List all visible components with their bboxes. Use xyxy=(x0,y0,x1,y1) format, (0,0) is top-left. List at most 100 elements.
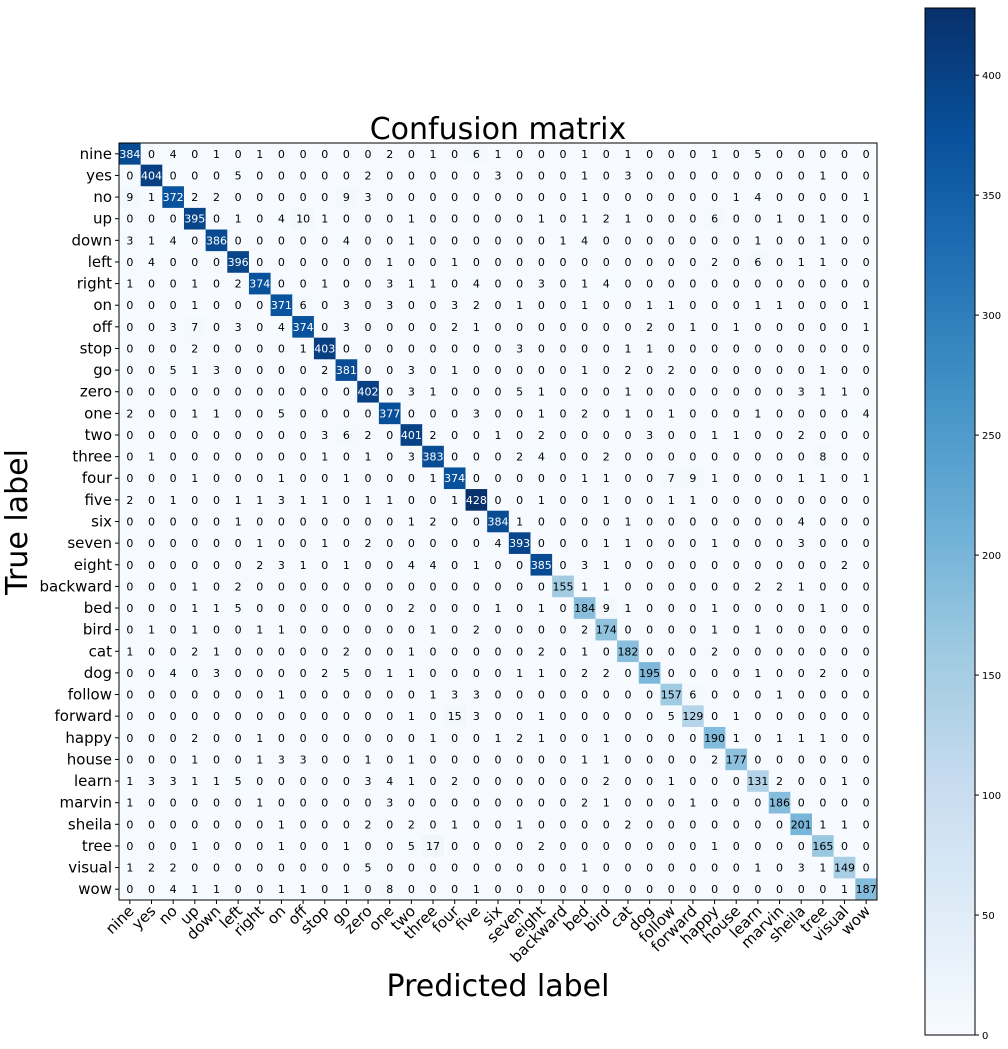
matrix-cell xyxy=(855,553,878,577)
cell-value: 1 xyxy=(365,753,372,766)
cell-value: 1 xyxy=(235,516,242,529)
matrix-cell xyxy=(292,856,315,879)
matrix-cell xyxy=(812,726,835,750)
matrix-cell xyxy=(205,359,228,382)
matrix-cell xyxy=(703,597,726,620)
matrix-cell xyxy=(205,878,228,901)
cell-value: 0 xyxy=(495,191,502,204)
matrix-cell xyxy=(119,597,142,620)
matrix-cell xyxy=(400,272,423,295)
matrix-cell xyxy=(595,748,618,771)
matrix-cell xyxy=(292,445,315,468)
y-tick-label: go xyxy=(93,361,112,379)
cell-value: 2 xyxy=(365,818,372,831)
matrix-cell xyxy=(855,791,878,814)
cell-value: 0 xyxy=(798,191,805,204)
matrix-cell xyxy=(682,337,705,360)
cell-value: 0 xyxy=(170,797,177,810)
cell-value: 0 xyxy=(841,645,848,658)
matrix-cell xyxy=(855,705,878,728)
cell-value: 0 xyxy=(689,732,696,745)
cell-value: 1 xyxy=(408,710,415,723)
cell-value: 0 xyxy=(451,451,458,464)
matrix-cell xyxy=(595,791,618,814)
cell-value: 0 xyxy=(841,407,848,420)
matrix-cell xyxy=(313,251,337,274)
cell-value: 0 xyxy=(689,364,696,377)
cell-value: 0 xyxy=(343,516,350,529)
cell-value: 1 xyxy=(343,472,350,485)
cell-value: 0 xyxy=(256,256,263,269)
matrix-cell xyxy=(140,705,163,728)
cell-value: 0 xyxy=(430,667,437,680)
cell-value: 0 xyxy=(126,732,133,745)
cell-value: 3 xyxy=(170,775,177,788)
cell-value: 0 xyxy=(365,710,372,723)
matrix-cell xyxy=(248,380,272,404)
cell-value: 0 xyxy=(798,775,805,788)
cell-value: 0 xyxy=(408,472,415,485)
cell-value: 0 xyxy=(170,559,177,572)
cell-value: 0 xyxy=(495,624,502,637)
matrix-cell xyxy=(682,813,705,836)
matrix-cell xyxy=(248,316,272,339)
cell-value: 1 xyxy=(711,472,718,485)
matrix-cell xyxy=(617,532,640,555)
matrix-cell xyxy=(703,337,726,360)
cell-value: 0 xyxy=(278,278,285,291)
matrix-cell xyxy=(162,424,185,447)
matrix-cell xyxy=(768,532,791,555)
matrix-cell xyxy=(617,813,640,836)
cell-value: 0 xyxy=(733,883,740,896)
cell-value: 0 xyxy=(365,321,372,334)
matrix-cell xyxy=(617,424,640,447)
matrix-cell xyxy=(682,618,705,641)
matrix-cell xyxy=(573,813,596,836)
cell-value: 0 xyxy=(300,537,307,550)
matrix-cell xyxy=(313,294,337,317)
cell-value: 0 xyxy=(668,862,675,875)
cell-value: 1 xyxy=(473,321,480,334)
matrix-cell xyxy=(465,575,488,598)
matrix-cell xyxy=(205,186,228,209)
matrix-cell xyxy=(248,618,272,641)
matrix-cell xyxy=(313,186,337,209)
cell-value: 0 xyxy=(278,602,285,615)
matrix-cell xyxy=(357,510,380,533)
cell-value: 3 xyxy=(213,364,220,377)
cell-value: 1 xyxy=(191,624,198,637)
cell-value: 0 xyxy=(668,753,675,766)
cell-value: 0 xyxy=(624,191,631,204)
cell-value: 0 xyxy=(668,191,675,204)
matrix-cell xyxy=(443,402,467,425)
cell-value: 1 xyxy=(603,494,610,507)
cell-value: 0 xyxy=(668,602,675,615)
matrix-cell xyxy=(357,229,380,252)
cell-value: 2 xyxy=(819,667,826,680)
matrix-cell xyxy=(487,640,510,663)
cell-value: 15 xyxy=(448,710,462,723)
cell-value: 0 xyxy=(386,818,393,831)
matrix-cell xyxy=(833,878,856,901)
cell-value: 0 xyxy=(430,710,437,723)
matrix-cell xyxy=(682,510,705,533)
matrix-cell xyxy=(725,207,748,231)
matrix-cell xyxy=(812,878,835,901)
cell-value: 0 xyxy=(559,169,566,182)
matrix-cell xyxy=(140,683,163,706)
cell-value: 3 xyxy=(278,494,285,507)
matrix-cell xyxy=(638,510,661,533)
matrix-cell xyxy=(660,402,683,425)
cell-value: 1 xyxy=(538,407,545,420)
cell-value: 1 xyxy=(451,364,458,377)
matrix-cell xyxy=(508,553,531,577)
cell-value: 1 xyxy=(321,278,328,291)
cell-value: 0 xyxy=(430,299,437,312)
matrix-cell xyxy=(855,316,878,339)
matrix-cell xyxy=(422,186,445,209)
cell-value: 8 xyxy=(386,883,393,896)
matrix-cell xyxy=(465,770,488,793)
matrix-cell xyxy=(703,424,726,447)
matrix-cell xyxy=(183,294,207,317)
matrix-cell xyxy=(335,251,358,274)
